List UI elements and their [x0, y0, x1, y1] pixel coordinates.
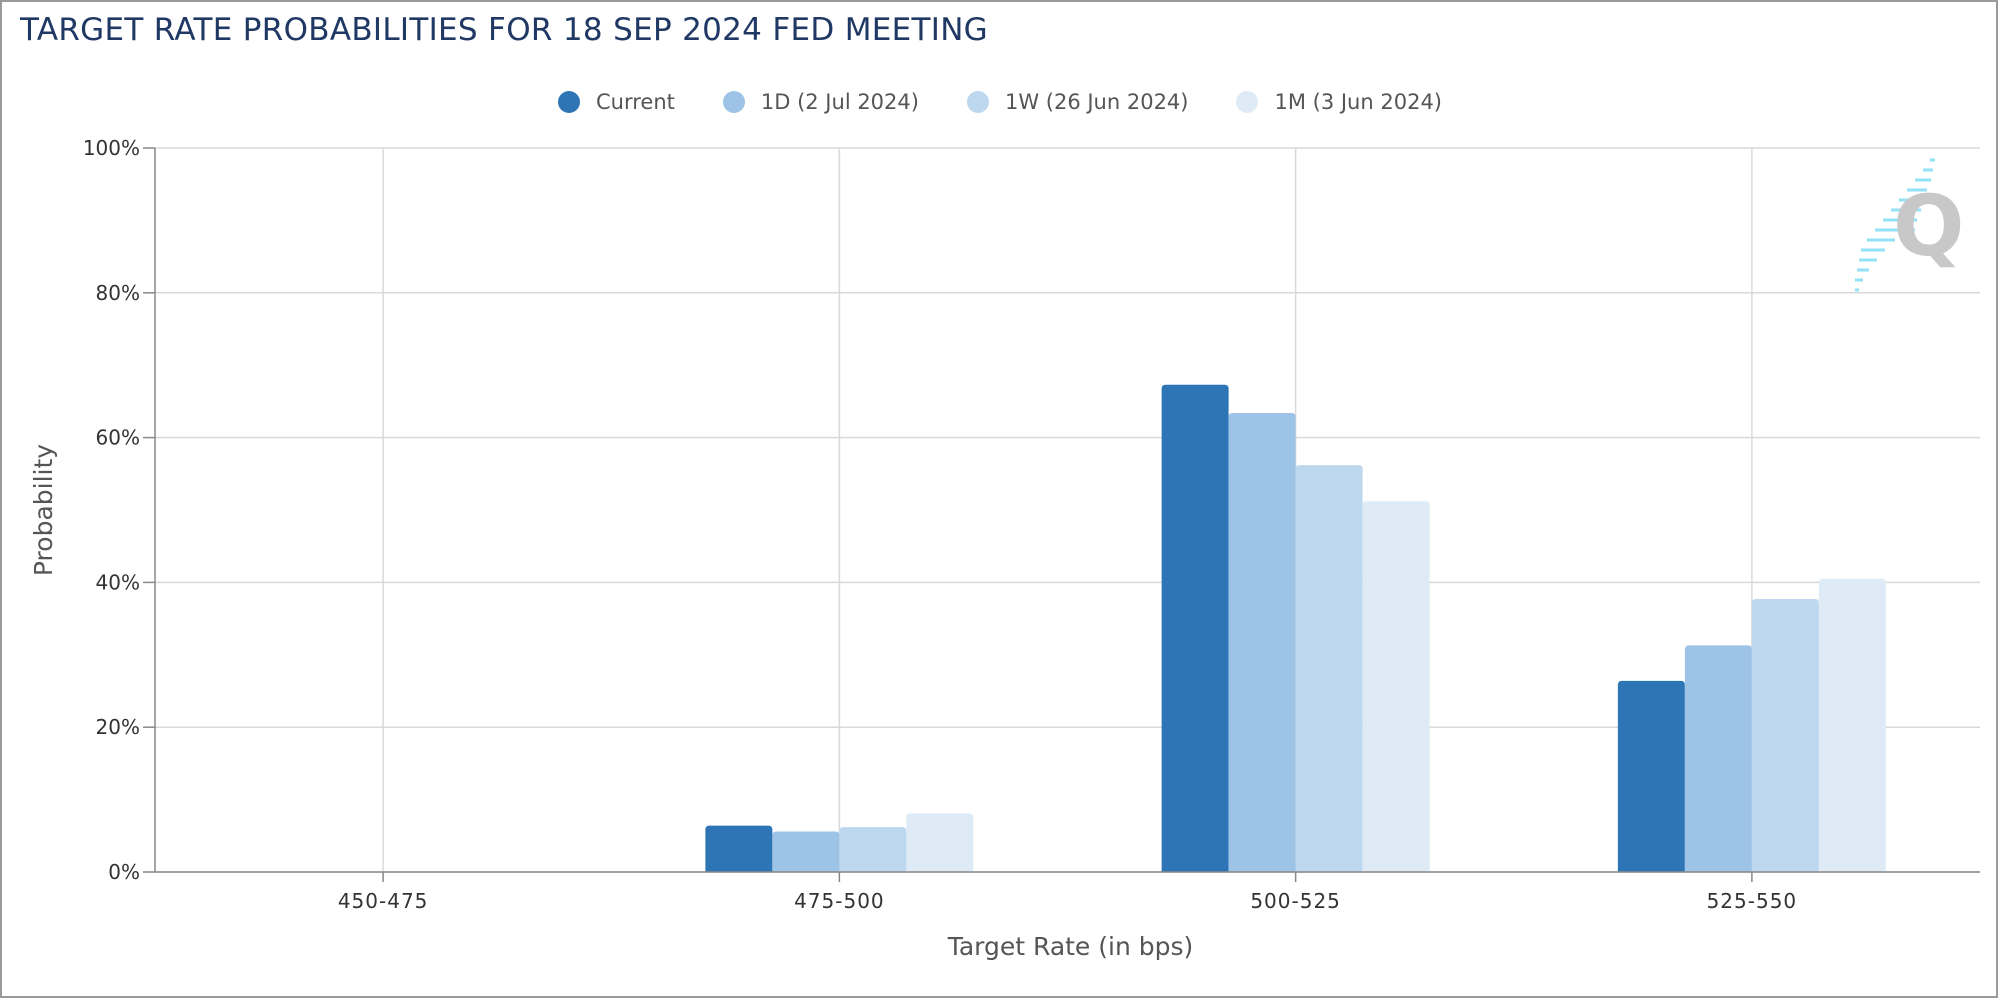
bar[interactable]: [1684, 645, 1752, 872]
bar[interactable]: [705, 825, 773, 872]
bar[interactable]: [1228, 412, 1296, 872]
y-tick-label: 40%: [96, 570, 140, 594]
x-tick-label: 525-550: [1707, 889, 1798, 913]
x-tick-label: 500-525: [1250, 889, 1341, 913]
bar[interactable]: [906, 813, 974, 872]
q-logo-icon: Q: [1855, 158, 1964, 292]
bar[interactable]: [1362, 501, 1430, 872]
legend-item[interactable]: 1M (3 Jun 2024): [1236, 90, 1442, 114]
legend-item[interactable]: 1W (26 Jun 2024): [966, 90, 1189, 114]
x-axis-title: Target Rate (in bps): [947, 932, 1194, 961]
bar[interactable]: [1818, 578, 1886, 872]
bar[interactable]: [839, 827, 907, 872]
bar[interactable]: [772, 831, 840, 872]
bar[interactable]: [1751, 599, 1819, 872]
bars-group: [705, 384, 1886, 872]
y-tick-label: 60%: [96, 426, 140, 450]
chart-legend: Current 1D (2 Jul 2024) 1W (26 Jun 2024) 1M…: [0, 90, 2000, 114]
chart-title: TARGET RATE PROBABILITIES FOR 18 SEP 202…: [20, 12, 988, 48]
svg-text:Q: Q: [1893, 177, 1964, 275]
x-tick-label: 450-475: [338, 889, 429, 913]
bar[interactable]: [1617, 680, 1685, 872]
x-tick-label: 475-500: [794, 889, 885, 913]
legend-swatch: [558, 91, 580, 113]
legend-label: 1D (2 Jul 2024): [760, 90, 919, 114]
bar[interactable]: [1161, 384, 1229, 872]
legend-item[interactable]: Current: [558, 90, 675, 114]
bar[interactable]: [1295, 465, 1363, 872]
y-tick-label: 20%: [96, 715, 140, 739]
legend-swatch: [1236, 91, 1259, 113]
legend-label: Current: [596, 90, 675, 114]
y-tick-label: 0%: [108, 860, 140, 884]
legend-item[interactable]: 1D (2 Jul 2024): [722, 90, 919, 114]
legend-swatch: [966, 91, 989, 113]
legend-label: 1M (3 Jun 2024): [1274, 90, 1442, 114]
y-tick-label: 100%: [83, 136, 140, 160]
legend-label: 1W (26 Jun 2024): [1004, 90, 1189, 114]
y-tick-label: 80%: [96, 281, 140, 305]
axes-group: 0% 20% 40% 60% 80% 100% 450-475 475-500 500-525 5…: [29, 136, 1980, 961]
y-axis-title: Probability: [29, 444, 58, 576]
legend-swatch: [722, 91, 745, 113]
